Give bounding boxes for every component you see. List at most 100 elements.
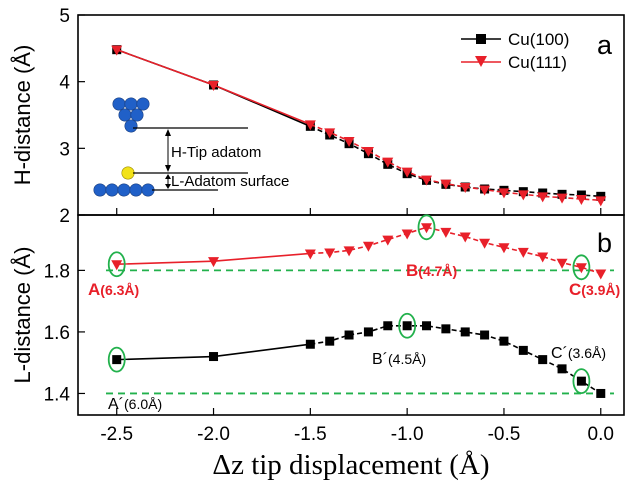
annotations-cu100: A´(6.0Å) B´(4.5Å) C´(3.6Å) bbox=[108, 345, 606, 413]
legend-cu100-marker bbox=[476, 34, 486, 44]
panel-b-cu100-point bbox=[112, 355, 122, 365]
panel-b-cu100-point bbox=[441, 324, 451, 334]
highlight-circle bbox=[572, 254, 591, 281]
panel-b-cu100-point bbox=[402, 321, 412, 331]
panel-a-cu111-point bbox=[324, 128, 336, 139]
highlight-circle bbox=[107, 251, 126, 278]
panel-b-cu100-point bbox=[499, 336, 509, 346]
inset-label-h-tip-adatom: H-Tip adatom bbox=[171, 144, 261, 161]
panel-b-cu111-line-dashed bbox=[310, 226, 602, 275]
atom bbox=[136, 97, 150, 111]
panel-a-cu111-point bbox=[401, 167, 413, 178]
panel-b-label: b bbox=[597, 228, 612, 258]
inset-l-arrow-top-head bbox=[165, 174, 171, 179]
annotation-b-prime-value: (4.5Å) bbox=[388, 351, 426, 367]
atom bbox=[105, 183, 119, 197]
panel-a-cu111-point bbox=[595, 196, 607, 207]
panel-b-cu111-point bbox=[440, 227, 452, 238]
panel-a-cu111-line-dashed bbox=[310, 123, 601, 202]
panel-a-cu111-point bbox=[304, 120, 316, 131]
panel-b-cu100-point bbox=[325, 336, 335, 346]
annotations-cu111: A(6.3Å) B(4.7Å) C(3.9Å) bbox=[88, 261, 620, 299]
panel-b-cu100-point bbox=[557, 364, 567, 374]
x-tick-label: -0.5 bbox=[488, 424, 521, 445]
atom bbox=[93, 183, 107, 197]
legend: Cu(100) Cu(111) bbox=[461, 30, 569, 72]
panel-b-ylabel: L-distance (Å) bbox=[10, 247, 35, 384]
highlight-circle bbox=[398, 312, 417, 339]
panel-b-ticks: 1.4 1.6 1.8 bbox=[44, 261, 85, 405]
x-tick-label: -2.0 bbox=[197, 424, 230, 445]
panel-b-ytick-label: 1.6 bbox=[44, 323, 70, 344]
annotation-b-value: (4.7Å) bbox=[418, 263, 457, 279]
panel-b-cu111-point bbox=[479, 238, 491, 249]
panel-a-cu111-point bbox=[479, 185, 491, 196]
panel-a-label: a bbox=[597, 30, 613, 60]
panel-a-cu111-point bbox=[440, 179, 452, 190]
x-tick-label: -2.5 bbox=[100, 424, 133, 445]
panel-b-ytick-label: 1.4 bbox=[44, 384, 71, 405]
panel-b-cu111-point bbox=[595, 269, 607, 280]
x-tick-label: -1.5 bbox=[294, 424, 327, 445]
highlight-circle bbox=[107, 346, 126, 373]
inset-schematic: H-Tip adatom L-Adatom surface bbox=[93, 97, 289, 197]
adatom bbox=[121, 166, 135, 180]
panel-b-cu111-point bbox=[111, 260, 123, 271]
panel-b-series bbox=[111, 223, 607, 398]
inset-h-arrow-bottom-head bbox=[165, 165, 171, 172]
inset-l-arrow-bottom-head bbox=[165, 184, 171, 189]
legend-cu111-marker bbox=[475, 56, 487, 67]
legend-cu100-label: Cu(100) bbox=[508, 30, 569, 49]
annotation-a-letter: A bbox=[88, 280, 100, 299]
panel-b-cu111-point bbox=[401, 229, 413, 240]
panel-b-frame bbox=[77, 214, 625, 416]
annotation-b: B(4.7Å) bbox=[406, 261, 457, 280]
panel-b-cu100-line-dashed bbox=[310, 324, 602, 395]
panel-a-cu111-point bbox=[421, 175, 433, 186]
panel-b-cu100-point bbox=[422, 321, 432, 331]
annotation-a-prime: A´(6.0Å) bbox=[108, 396, 162, 413]
atom bbox=[118, 108, 132, 122]
panel-a-cu111-point bbox=[208, 81, 220, 91]
panel-b-cu111-point bbox=[208, 257, 220, 268]
panel-a-cu111-point bbox=[575, 195, 587, 205]
panel-b-cu100-point bbox=[480, 330, 490, 340]
panel-a-cu111-point bbox=[343, 137, 355, 147]
panel-b-cu111-point bbox=[498, 243, 510, 254]
x-tick-label: -1.0 bbox=[391, 424, 424, 445]
panel-b-cu100-point bbox=[460, 327, 470, 337]
panel-a: 2 3 4 5 H-distance (Å) a Cu(100) Cu(111) H-… bbox=[10, 6, 625, 227]
panel-b-cu100-point bbox=[596, 388, 606, 398]
atom bbox=[117, 183, 131, 197]
panel-b: 1.4 1.6 1.8 L-distance (Å) b A(6.3Å) B(4.7… bbox=[10, 214, 625, 416]
annotation-c-prime: C´(3.6Å) bbox=[551, 345, 606, 362]
panel-a-series bbox=[111, 45, 607, 207]
atom bbox=[130, 108, 144, 122]
panel-b-cu100-point bbox=[209, 352, 219, 362]
panel-a-ylabel: H-distance (Å) bbox=[10, 45, 35, 186]
panel-b-cu100-point bbox=[576, 376, 586, 386]
panel-a-cu111-point bbox=[362, 147, 374, 157]
atom bbox=[124, 97, 138, 111]
panel-a-cu111-point bbox=[382, 157, 394, 168]
panel-b-cu111-point bbox=[459, 232, 471, 243]
panel-b-cu111-point bbox=[421, 223, 433, 234]
panel-b-cu100-point bbox=[363, 327, 373, 337]
panel-b-cu111-point bbox=[343, 246, 355, 257]
annotation-c-letter: C bbox=[569, 280, 581, 299]
atom bbox=[129, 183, 143, 197]
annotation-a: A(6.3Å) bbox=[88, 280, 139, 299]
legend-cu111-label: Cu(111) bbox=[508, 53, 567, 72]
annotation-c: C(3.9Å) bbox=[569, 280, 620, 299]
x-tick-label: 0.0 bbox=[588, 424, 614, 445]
panel-b-reference-lines bbox=[106, 269, 614, 395]
panel-b-ytick-label: 1.8 bbox=[44, 261, 70, 282]
panel-a-ytick-label: 2 bbox=[59, 206, 70, 227]
annotation-b-letter: B bbox=[406, 261, 418, 280]
panel-b-cu111-point bbox=[537, 252, 549, 263]
panel-b-cu100-point bbox=[344, 330, 354, 340]
panel-b-cu111-point bbox=[575, 263, 587, 274]
annotation-a-prime-value: (6.0Å) bbox=[124, 396, 162, 412]
panel-a-yticks: 2 3 4 5 bbox=[59, 6, 85, 227]
panel-b-cu111-point bbox=[324, 248, 336, 259]
